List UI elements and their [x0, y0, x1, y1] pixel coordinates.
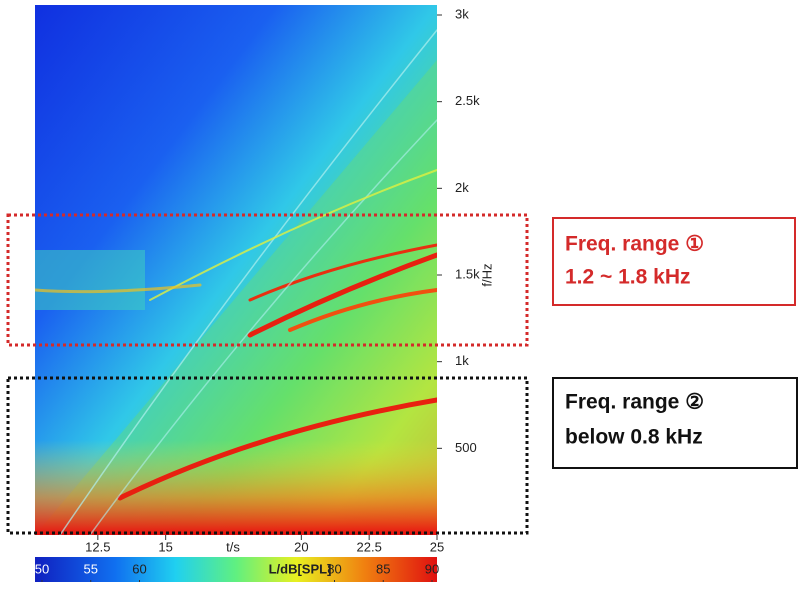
y-tick-label: 3k: [455, 6, 469, 21]
annotation-box-2: [552, 377, 798, 469]
y-tick-label: 2.5k: [455, 93, 480, 108]
colorbar-tick-label: 55: [84, 561, 98, 576]
colorbar-tick-label: 60: [132, 561, 146, 576]
x-tick-label: 22.5: [357, 539, 382, 554]
y-axis-label: f/Hz: [479, 263, 494, 286]
y-tick-label: 1.5k: [455, 266, 480, 281]
colorbar-tick-label: 80: [327, 561, 341, 576]
x-tick-label: 25: [430, 539, 444, 554]
colorbar-tick-label: 90: [425, 561, 439, 576]
annotation-text: 1.2 ~ 1.8 kHz: [565, 266, 691, 289]
x-tick-label: 12.5: [85, 539, 110, 554]
x-axis-label: t/s: [226, 539, 240, 554]
range-box-1: [6, 213, 529, 347]
x-tick-label: 20: [294, 539, 308, 554]
y-tick-label: 2k: [455, 180, 469, 195]
colorbar-label: L/dB[SPL]: [269, 561, 332, 576]
colorbar: [35, 557, 437, 582]
range-box-2: [6, 376, 529, 535]
annotation-text: Freq. range ①: [565, 233, 704, 256]
annotation-text: Freq. range ②: [565, 391, 704, 414]
spectrogram-image: [35, 5, 437, 535]
colorbar-tick-label: 85: [376, 561, 390, 576]
y-tick-label: 500: [455, 440, 477, 455]
y-tick-label: 1k: [455, 353, 469, 368]
colorbar-tick-label: 50: [35, 561, 49, 576]
annotation-box-1: [552, 217, 796, 306]
x-tick-label: 15: [158, 539, 172, 554]
annotation-text: below 0.8 kHz: [565, 426, 703, 449]
